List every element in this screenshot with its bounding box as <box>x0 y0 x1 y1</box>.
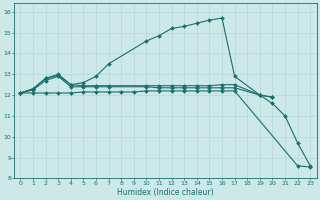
X-axis label: Humidex (Indice chaleur): Humidex (Indice chaleur) <box>117 188 214 197</box>
